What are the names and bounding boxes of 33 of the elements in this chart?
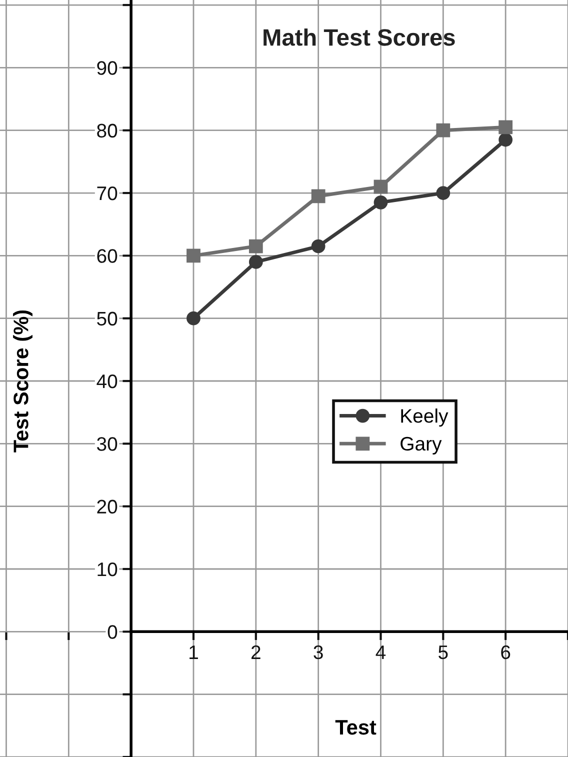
x-tick-label: 6: [501, 645, 510, 660]
point: [374, 195, 388, 210]
y-tick-label: 0: [108, 625, 118, 639]
point: [248, 254, 263, 269]
y-tick-label: 50: [97, 312, 118, 326]
text: Math Test Scores: [264, 28, 455, 46]
legend-label: Gary: [400, 436, 442, 454]
y-tick-label: 80: [97, 124, 118, 138]
y-tick-label: 60: [97, 249, 118, 263]
x-tick-label: 1: [190, 646, 198, 659]
y-axis-title: Test Score (%): [13, 310, 32, 452]
point: [436, 123, 450, 138]
point: [248, 239, 263, 254]
legend-label: Keely: [401, 408, 448, 427]
y-tick-label: 70: [97, 186, 118, 200]
y-tick-label: 10: [98, 562, 118, 576]
point: [498, 132, 513, 147]
x-tick-label: 4: [376, 646, 386, 659]
point: [436, 186, 450, 200]
x-tick-label: 2: [251, 645, 260, 659]
point: [186, 248, 200, 263]
y-tick-label: 90: [97, 61, 118, 75]
point: [186, 311, 200, 326]
y-tick-label: 20: [97, 500, 118, 514]
point: [311, 189, 326, 204]
x-axis-title: Test: [335, 720, 376, 735]
point: [311, 239, 326, 254]
y-tick-label: 40: [96, 374, 118, 388]
x-tick-label: 3: [314, 645, 323, 660]
x-tick-label: 5: [438, 646, 448, 660]
point: [498, 120, 513, 134]
point: [374, 180, 388, 194]
y-tick-label: 30: [97, 437, 118, 451]
